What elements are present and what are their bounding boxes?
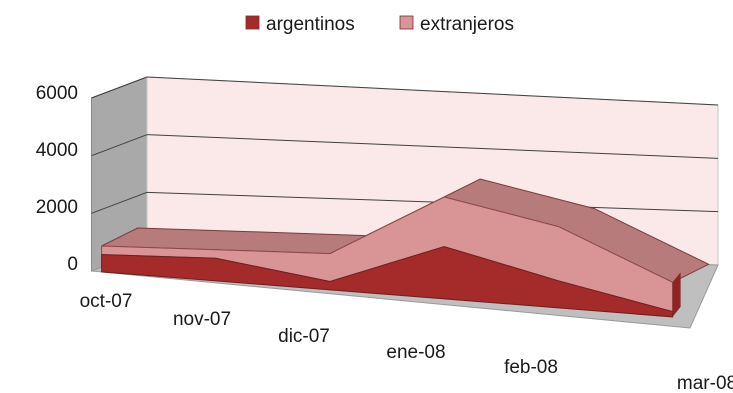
y-tick-label: 6000 bbox=[36, 83, 78, 104]
x-tick-label: feb-08 bbox=[504, 357, 558, 378]
series-end-cap bbox=[672, 272, 681, 317]
legend-label: argentinos bbox=[266, 14, 355, 35]
legend: argentinos extranjeros bbox=[245, 14, 514, 35]
gridline-side bbox=[91, 134, 148, 157]
y-tick-label: 2000 bbox=[36, 197, 78, 218]
gridline bbox=[146, 134, 719, 159]
gridlines bbox=[91, 76, 719, 214]
legend-swatch bbox=[245, 15, 260, 30]
y-axis-ticks: 0 2000 4000 6000 bbox=[36, 83, 78, 275]
series-areas bbox=[101, 178, 710, 318]
x-axis-ticks: oct-07 nov-07 dic-07 ene-08 feb-08 mar-08 bbox=[80, 291, 733, 393]
x-tick-label: oct-07 bbox=[80, 291, 133, 312]
x-tick-label: ene-08 bbox=[386, 342, 445, 363]
gridline-side bbox=[91, 191, 148, 214]
y-tick-label: 4000 bbox=[36, 140, 78, 161]
y-tick-label: 0 bbox=[67, 254, 78, 275]
gridline bbox=[146, 191, 719, 213]
gridline-side bbox=[91, 76, 148, 99]
gridline bbox=[146, 76, 719, 106]
legend-label: extranjeros bbox=[420, 14, 514, 35]
x-tick-label: nov-07 bbox=[173, 309, 231, 330]
x-tick-label: mar-08 bbox=[677, 373, 733, 393]
legend-swatch bbox=[399, 15, 414, 30]
x-tick-label: dic-07 bbox=[278, 326, 330, 347]
